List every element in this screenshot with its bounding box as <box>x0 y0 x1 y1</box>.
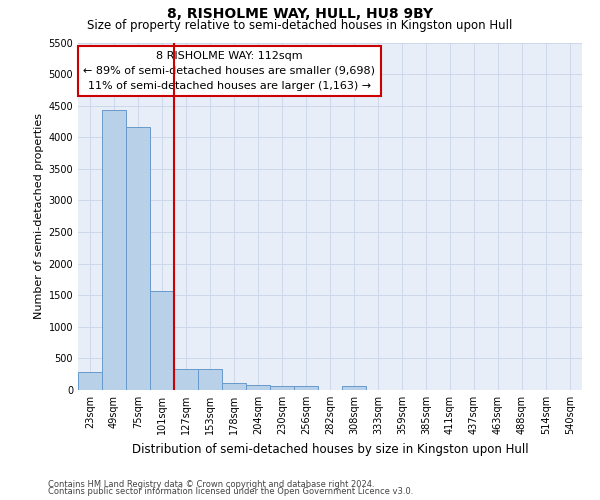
Bar <box>294 386 318 390</box>
Bar <box>198 370 222 390</box>
X-axis label: Distribution of semi-detached houses by size in Kingston upon Hull: Distribution of semi-detached houses by … <box>131 442 529 456</box>
Bar <box>174 370 198 390</box>
Text: 8 RISHOLME WAY: 112sqm
← 89% of semi-detached houses are smaller (9,698)
11% of : 8 RISHOLME WAY: 112sqm ← 89% of semi-det… <box>83 51 375 91</box>
Bar <box>342 386 366 390</box>
Text: Contains public sector information licensed under the Open Government Licence v3: Contains public sector information licen… <box>48 487 413 496</box>
Bar <box>222 383 246 390</box>
Text: Size of property relative to semi-detached houses in Kingston upon Hull: Size of property relative to semi-detach… <box>88 19 512 32</box>
Bar <box>270 386 294 390</box>
Bar <box>150 292 174 390</box>
Text: 8, RISHOLME WAY, HULL, HU8 9BY: 8, RISHOLME WAY, HULL, HU8 9BY <box>167 8 433 22</box>
Bar <box>102 110 126 390</box>
Bar <box>246 386 270 390</box>
Y-axis label: Number of semi-detached properties: Number of semi-detached properties <box>34 114 44 320</box>
Text: Contains HM Land Registry data © Crown copyright and database right 2024.: Contains HM Land Registry data © Crown c… <box>48 480 374 489</box>
Bar <box>126 127 150 390</box>
Bar <box>78 372 102 390</box>
